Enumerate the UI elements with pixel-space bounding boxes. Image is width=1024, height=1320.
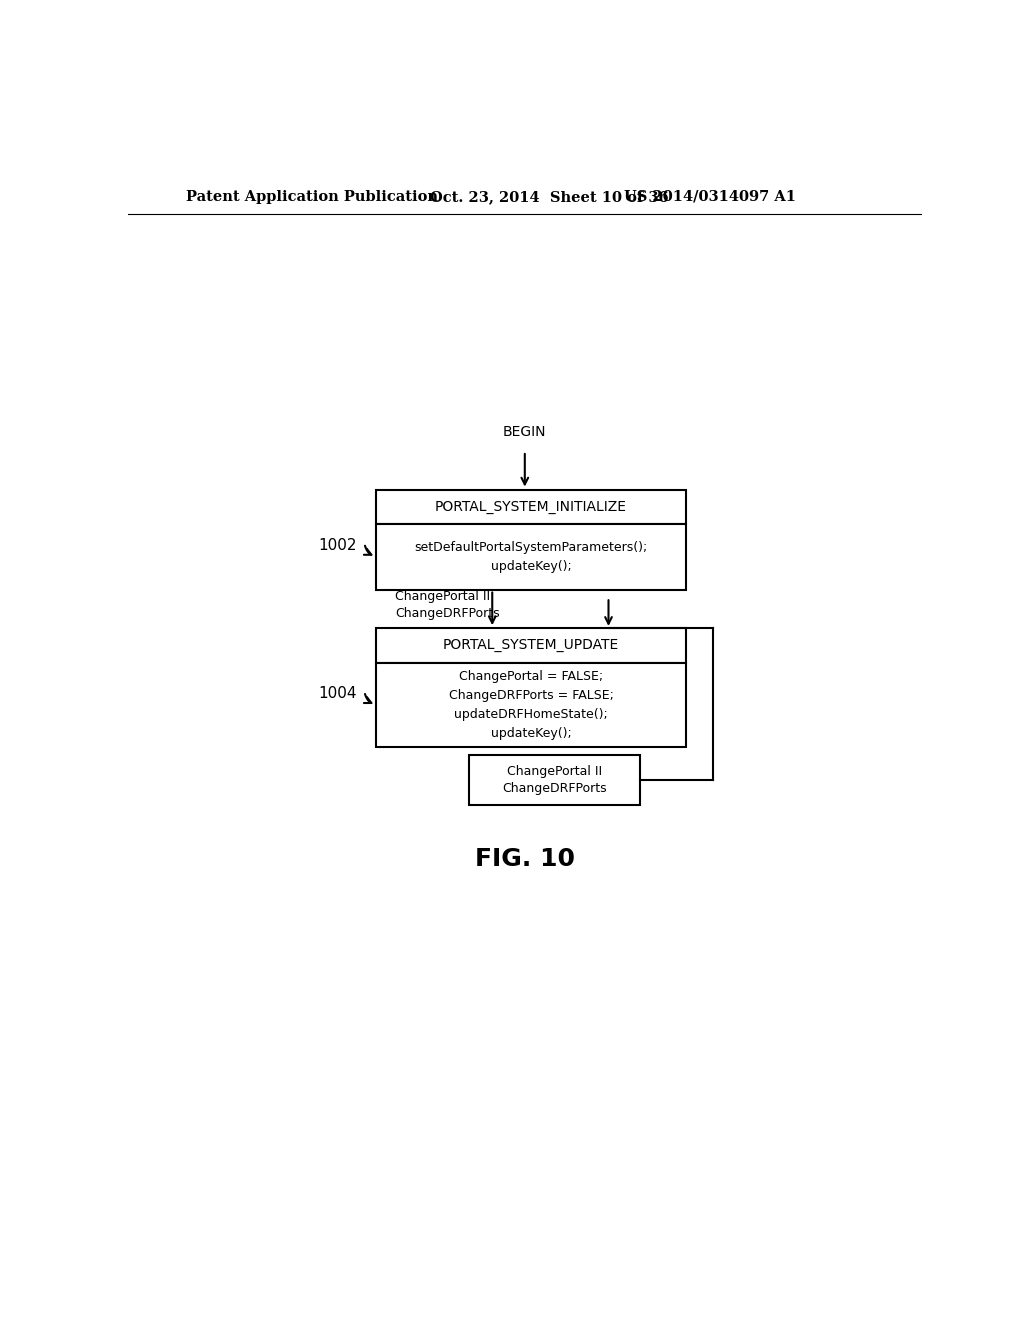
Text: 1002: 1002 — [318, 537, 356, 553]
Bar — [376, 524, 686, 590]
Text: ChangePortal = FALSE;
ChangeDRFPorts = FALSE;
updateDRFHomeState();
updateKey();: ChangePortal = FALSE; ChangeDRFPorts = F… — [449, 671, 613, 741]
Text: Oct. 23, 2014  Sheet 10 of 36: Oct. 23, 2014 Sheet 10 of 36 — [430, 190, 669, 203]
Text: FIG. 10: FIG. 10 — [475, 847, 574, 871]
Text: ChangePortal II
ChangeDRFPorts: ChangePortal II ChangeDRFPorts — [502, 766, 606, 795]
Bar — [376, 490, 686, 524]
Text: US 2014/0314097 A1: US 2014/0314097 A1 — [624, 190, 796, 203]
Text: Patent Application Publication: Patent Application Publication — [186, 190, 438, 203]
Text: PORTAL_SYSTEM_INITIALIZE: PORTAL_SYSTEM_INITIALIZE — [435, 500, 627, 513]
Bar — [469, 755, 640, 805]
Bar — [376, 663, 686, 747]
Text: setDefaultPortalSystemParameters();
updateKey();: setDefaultPortalSystemParameters(); upda… — [415, 541, 647, 573]
Text: PORTAL_SYSTEM_UPDATE: PORTAL_SYSTEM_UPDATE — [442, 639, 620, 652]
Text: BEGIN: BEGIN — [503, 425, 547, 440]
Text: 1004: 1004 — [318, 686, 356, 701]
Text: ChangePortal II
ChangeDRFPorts: ChangePortal II ChangeDRFPorts — [395, 590, 500, 620]
Bar — [376, 628, 686, 663]
